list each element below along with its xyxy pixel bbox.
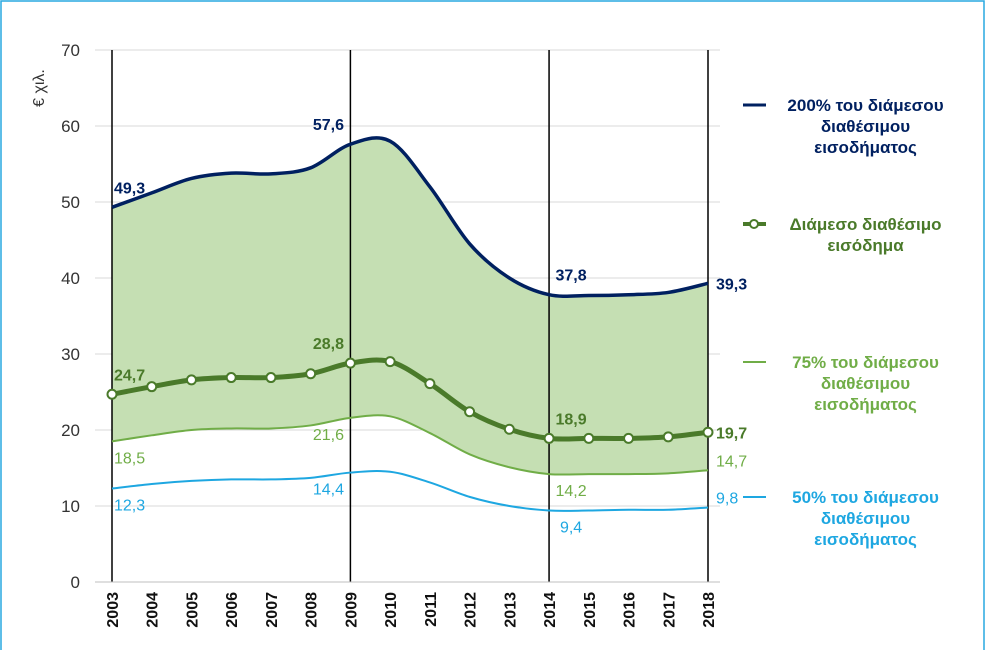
data-label: 21,6 [313, 427, 344, 444]
legend-label: 75% του διάμεσου διαθέσιμου εισοδήματος [792, 353, 939, 414]
x-tick-label: 2004 [145, 592, 162, 628]
x-tick-label: 2018 [701, 592, 718, 628]
series-marker [424, 378, 436, 390]
series-marker [503, 423, 515, 435]
y-tick-label: 0 [71, 573, 80, 592]
series-marker [662, 431, 674, 443]
data-label: 28,8 [313, 336, 344, 353]
series-line [111, 414, 709, 476]
series-marker [305, 368, 317, 380]
data-label: 57,6 [313, 117, 344, 134]
data-label: 37,8 [555, 268, 586, 285]
y-tick-label: 40 [61, 269, 80, 288]
legend-symbol [743, 361, 766, 363]
data-label: 39,3 [716, 276, 747, 293]
data-label: 14,7 [716, 453, 747, 470]
legend-entry: 50% του διάμεσου διαθέσιμου εισοδήματος [740, 487, 975, 550]
data-label: 14,4 [313, 482, 344, 499]
data-label: 9,4 [560, 520, 582, 537]
legend-symbol [743, 219, 766, 229]
legend-label: 200% του διάμεσου διαθέσιμου εισοδήματος [787, 96, 944, 157]
data-label: 18,5 [114, 450, 145, 467]
series-line [111, 357, 709, 442]
legend-entry: Διάμεσο διαθέσιμο εισόδημα [740, 214, 975, 256]
data-label: 18,9 [555, 411, 586, 428]
y-tick-label: 60 [61, 117, 80, 136]
data-label: 9,8 [716, 491, 738, 508]
legend-entry: 200% του διάμεσου διαθέσιμου εισοδήματος [740, 95, 975, 158]
data-label: 24,7 [114, 367, 145, 384]
y-tick-label: 50 [61, 193, 80, 212]
x-tick-label: 2017 [661, 592, 678, 628]
x-tick-label: 2005 [184, 592, 201, 628]
data-label: 19,7 [716, 425, 747, 442]
series-line [111, 470, 709, 512]
x-tick-label: 2007 [264, 592, 281, 628]
x-tick-label: 2014 [542, 592, 559, 628]
x-tick-label: 2008 [304, 592, 321, 628]
series-line [111, 136, 709, 298]
series-marker [623, 432, 635, 444]
series-marker [146, 381, 158, 393]
series-marker [344, 357, 356, 369]
x-tick-label: 2016 [622, 592, 639, 628]
series-marker [106, 388, 118, 400]
x-tick-label: 2011 [423, 592, 440, 627]
y-tick-label: 30 [61, 345, 80, 364]
data-label: 49,3 [114, 180, 145, 197]
data-label: 14,2 [555, 483, 586, 500]
series-marker [265, 372, 277, 384]
series-marker [702, 426, 714, 438]
y-axis-label: € χιλ. [31, 69, 48, 107]
band-area [112, 137, 708, 475]
legend-label: Διάμεσο διαθέσιμο εισόδημα [789, 215, 942, 255]
y-tick-label: 70 [61, 41, 80, 60]
legend-marker [749, 219, 759, 229]
y-tick-label: 20 [61, 421, 80, 440]
x-tick-label: 2013 [502, 592, 519, 628]
legend-label: 50% του διάμεσου διαθέσιμου εισοδήματος [792, 488, 939, 549]
series-marker [384, 356, 396, 368]
x-tick-label: 2003 [105, 592, 122, 628]
series-marker [583, 432, 595, 444]
legend-entry: 75% του διάμεσου διαθέσιμου εισοδήματος [740, 352, 975, 415]
x-tick-label: 2010 [383, 592, 400, 628]
legend-symbol [743, 496, 766, 498]
series-marker [543, 432, 555, 444]
x-tick-label: 2006 [224, 592, 241, 628]
x-tick-label: 2012 [463, 592, 480, 628]
x-tick-label: 2009 [343, 592, 360, 628]
y-tick-label: 10 [61, 497, 80, 516]
series-marker [185, 374, 197, 386]
data-label: 12,3 [114, 498, 145, 515]
series-marker [464, 406, 476, 418]
series-marker [225, 372, 237, 384]
legend-symbol [743, 103, 766, 107]
x-tick-label: 2015 [582, 592, 599, 628]
